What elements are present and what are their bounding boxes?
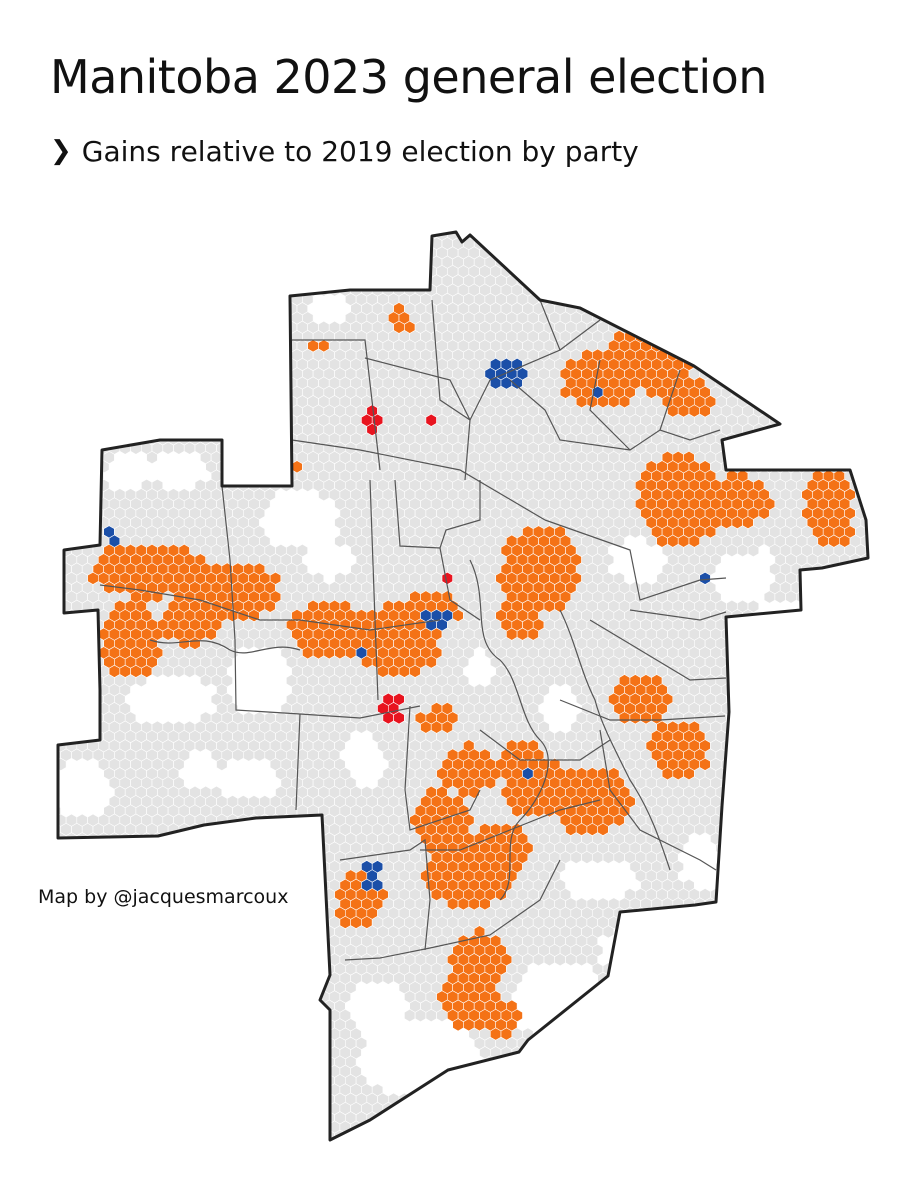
hex-no-gain (613, 850, 625, 864)
hex-no-gain (554, 674, 566, 688)
hex-no-gain (570, 850, 582, 864)
hex-no-gain (629, 525, 641, 539)
hex-no-gain (151, 664, 164, 678)
hex-no-gain (645, 534, 658, 548)
hex-no-gain (334, 534, 346, 548)
hex-no-gain (81, 748, 94, 762)
hex-no-gain (613, 534, 625, 548)
hex-no-gain (232, 748, 244, 762)
hex-no-gain (200, 674, 212, 688)
hex-no-gain (173, 664, 185, 678)
hex-no-gain (602, 850, 615, 864)
hex-no-gain (253, 636, 266, 651)
hex-no-gain (71, 748, 83, 762)
hex-no-gain (253, 748, 266, 762)
hex-no-gain (243, 636, 255, 651)
hex-no-gain (302, 478, 314, 492)
hex-no-gain (747, 543, 760, 558)
hex-no-gain (146, 450, 158, 465)
hex-no-gain (763, 590, 776, 604)
hex-no-gain (318, 488, 330, 502)
hex-no-gain (693, 822, 706, 837)
hex-no-gain (591, 850, 604, 864)
hex-no-gain (243, 748, 255, 762)
hex-no-gain (785, 590, 797, 604)
hex-no-gain (162, 441, 174, 455)
hex-no-gain (216, 757, 228, 771)
hex-no-gain (135, 674, 147, 688)
hex-no-gain (726, 543, 738, 558)
hex-no-gain (194, 739, 206, 753)
hex-no-gain (173, 441, 185, 455)
hex-no-gain (736, 543, 749, 558)
hex-no-gain (774, 590, 786, 604)
hex-no-gain (183, 664, 196, 678)
hex-no-gain (183, 441, 196, 455)
hex-no-gain (355, 720, 368, 734)
hex-no-gain (581, 850, 593, 864)
hex-no-gain (162, 664, 174, 678)
